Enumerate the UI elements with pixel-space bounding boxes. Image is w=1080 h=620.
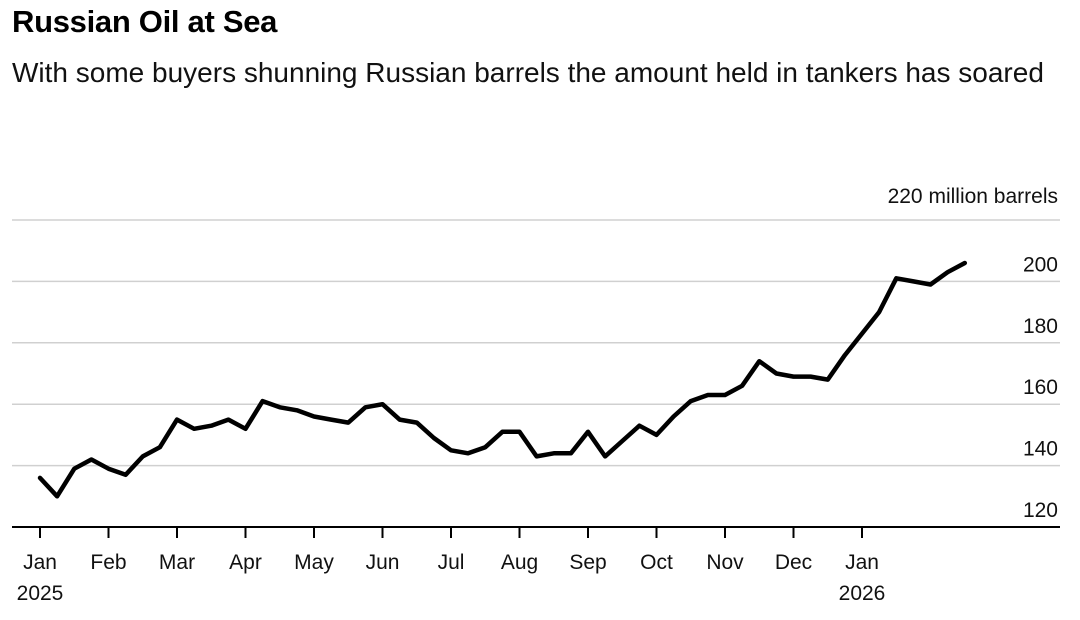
series-line	[37, 260, 968, 499]
x-tick-label: Nov	[706, 551, 744, 574]
y-axis-unit-label: 220 million barrels	[888, 185, 1058, 208]
x-tick-year-label: 2026	[839, 582, 886, 605]
y-tick-label: 120	[1023, 499, 1058, 522]
x-tick-label: May	[294, 551, 334, 574]
x-tick-label: Jan	[845, 551, 879, 574]
x-tick-label: Feb	[90, 551, 126, 574]
x-tick-label: Aug	[501, 551, 538, 574]
x-tick-label: Jul	[438, 551, 465, 574]
x-tick-label: Sep	[569, 551, 606, 574]
x-tick-year-label: 2025	[17, 582, 64, 605]
series-layer	[37, 260, 968, 499]
gridlines	[12, 219, 1060, 467]
x-tick-label: Mar	[159, 551, 195, 574]
x-tick-label: Jan	[23, 551, 57, 574]
y-tick-label: 160	[1023, 376, 1058, 399]
x-axis	[12, 526, 1060, 538]
chart-subtitle: With some buyers shunning Russian barrel…	[12, 57, 1044, 88]
x-tick-label: Dec	[775, 551, 812, 574]
x-tick-label: Jun	[366, 551, 400, 574]
y-tick-label: 140	[1023, 438, 1058, 461]
x-tick-label: Apr	[229, 551, 262, 574]
y-tick-label: 180	[1023, 315, 1058, 338]
axis-labels: 120 140 160 180 200 Jan 2025 Feb Mar Apr May Jun Jul…	[17, 253, 1058, 605]
y-tick-label: 200	[1023, 253, 1058, 276]
chart-title: Russian Oil at Sea	[12, 4, 278, 39]
x-tick-label: Oct	[640, 551, 673, 574]
